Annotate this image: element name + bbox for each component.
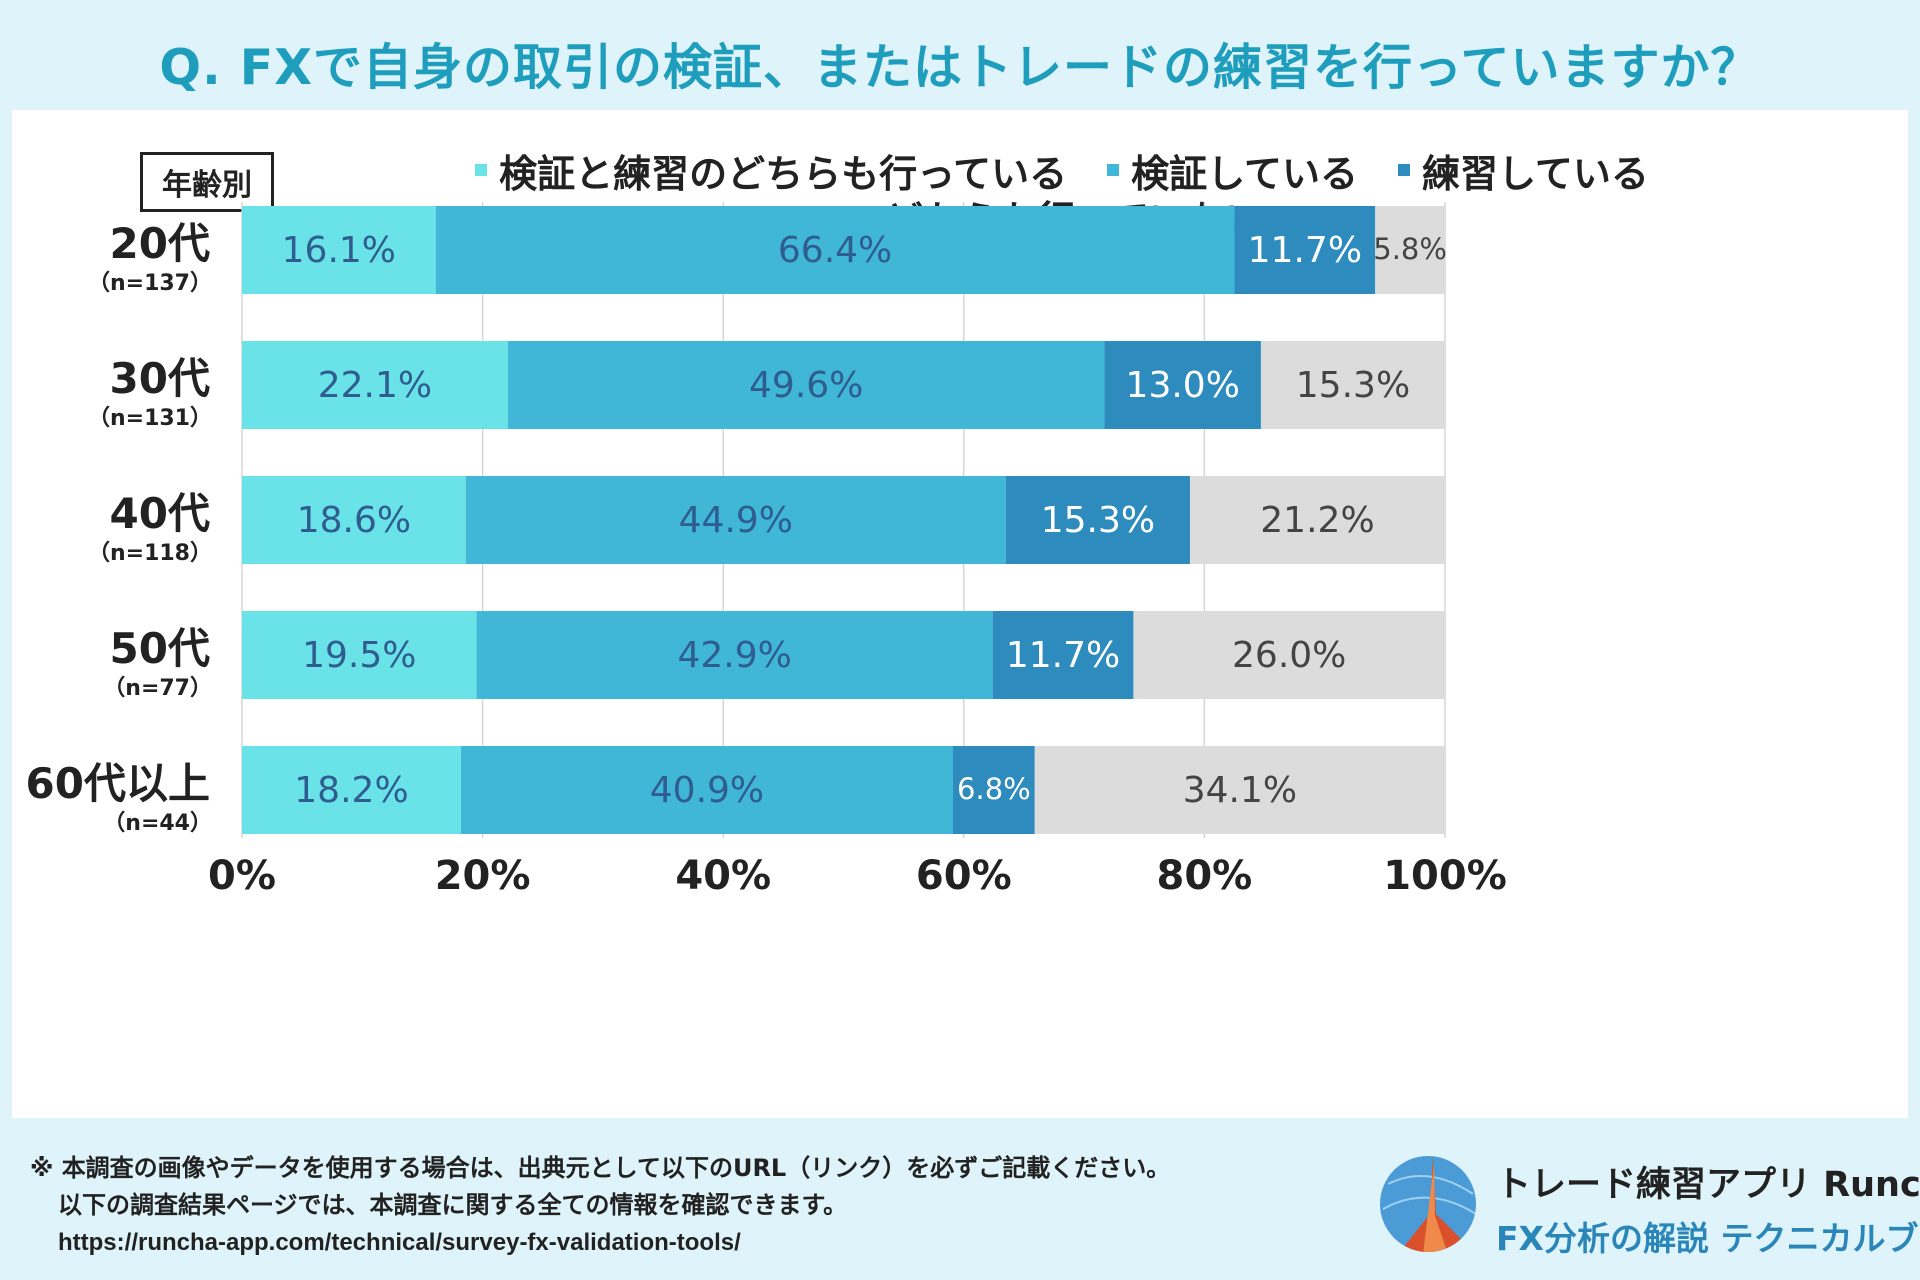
footer-note-line1: ※ 本調査の画像やデータを使用する場合は、出典元として以下のURL（リンク）を必…	[30, 1154, 1171, 1182]
legend-item-practice: 練習している	[1398, 148, 1649, 196]
legend-label-practice: 練習している	[1422, 151, 1649, 196]
data-label: 5.8%	[1373, 232, 1447, 266]
sample-size-label: （n=131）	[88, 406, 212, 431]
x-tick-label: 80%	[1157, 853, 1253, 899]
brand-name: トレード練習アプリ Runcha	[1496, 1165, 1920, 1205]
x-tick-label: 40%	[675, 853, 771, 899]
bar-segment	[992, 611, 1134, 699]
x-tick-label: 60%	[916, 853, 1012, 899]
footer-note: ※ 本調査の画像やデータを使用する場合は、出典元として以下のURL（リンク）を必…	[30, 1150, 1330, 1261]
bar-segment	[465, 476, 1006, 564]
data-label: 66.4%	[778, 230, 892, 271]
data-label: 11.7%	[1006, 635, 1120, 676]
footer-note-line2: 以下の調査結果ページでは、本調査に関する全ての情報を確認できます。	[58, 1191, 848, 1219]
data-label: 16.1%	[282, 230, 396, 271]
data-label: 13.0%	[1126, 365, 1240, 406]
runcha-logo-icon	[1380, 1156, 1476, 1252]
bar-segment	[507, 341, 1105, 429]
category-label: 40代	[110, 489, 210, 538]
bar-segment	[435, 206, 1235, 294]
data-label: 11.7%	[1248, 230, 1362, 271]
bar-segment	[1234, 206, 1376, 294]
data-label: 21.2%	[1260, 500, 1374, 541]
sample-size-label: （n=137）	[88, 271, 212, 296]
bar-segment	[460, 746, 953, 834]
footer-url-link[interactable]: https://runcha-app.com/technical/survey-…	[58, 1229, 741, 1256]
bar-segment	[476, 611, 993, 699]
x-tick-label: 20%	[435, 853, 531, 899]
category-label: 20代	[110, 219, 210, 268]
legend-item-both: 検証と練習のどちらも行っている	[475, 148, 1067, 196]
bar-segment	[1005, 476, 1190, 564]
data-label: 18.6%	[297, 500, 411, 541]
bar-segment	[952, 746, 1035, 834]
data-label: 44.9%	[679, 500, 793, 541]
category-label: 50代	[110, 624, 210, 673]
bar-segment	[1104, 341, 1261, 429]
data-label: 49.6%	[749, 365, 863, 406]
x-tick-label: 0%	[208, 853, 276, 899]
bar-segment	[242, 611, 477, 699]
data-label: 19.5%	[302, 635, 416, 676]
legend-item-verify: 検証している	[1107, 148, 1358, 196]
data-label: 15.3%	[1041, 500, 1155, 541]
data-label: 34.1%	[1183, 770, 1297, 811]
legend-label-verify: 検証している	[1131, 151, 1359, 196]
bar-segment	[242, 746, 461, 834]
x-tick-label: 100%	[1383, 853, 1507, 899]
bar-segment	[1260, 341, 1445, 429]
data-label: 6.8%	[957, 772, 1031, 806]
chart-panel: 年齢別 検証と練習のどちらも行っている 検証している 練習している どちらも行っ…	[12, 110, 1908, 1118]
sample-size-label: （n=44）	[103, 811, 212, 836]
bar-segment	[242, 206, 436, 294]
bar-segment	[1133, 611, 1445, 699]
bar-segment	[242, 341, 508, 429]
legend-swatch-verify	[1107, 164, 1120, 176]
legend-swatch-both	[475, 164, 488, 176]
bar-segment	[1189, 476, 1445, 564]
legend-label-both: 検証と練習のどちらも行っている	[499, 151, 1068, 196]
sample-size-label: （n=118）	[88, 541, 212, 566]
brand-block: トレード練習アプリ Runcha FX分析の解説 テクニカルブック	[1378, 1150, 1920, 1270]
data-label: 15.3%	[1296, 365, 1410, 406]
sample-size-label: （n=77）	[103, 676, 212, 701]
chart-title: Q. FXで自身の取引の検証、またはトレードの練習を行っていますか？	[159, 38, 1761, 96]
legend-swatch-practice	[1398, 164, 1411, 176]
bar-segment	[1375, 206, 1445, 294]
data-label: 18.2%	[294, 770, 408, 811]
category-label: 60代以上	[26, 759, 210, 808]
data-label: 42.9%	[677, 635, 791, 676]
bar-segment	[242, 476, 466, 564]
bar-segment	[1034, 746, 1445, 834]
stacked-bar-chart: 16.1% 66.4% 11.7% 5.8% 20代 （n=137） 22.1% 49.6% 1…	[26, 202, 1507, 899]
brand-subtitle: FX分析の解説 テクニカルブック	[1496, 1219, 1920, 1258]
data-label: 22.1%	[318, 365, 432, 406]
group-label-box: 年齢別	[140, 152, 274, 212]
data-label: 40.9%	[650, 770, 764, 811]
category-label: 30代	[110, 354, 210, 403]
data-label: 26.0%	[1232, 635, 1346, 676]
